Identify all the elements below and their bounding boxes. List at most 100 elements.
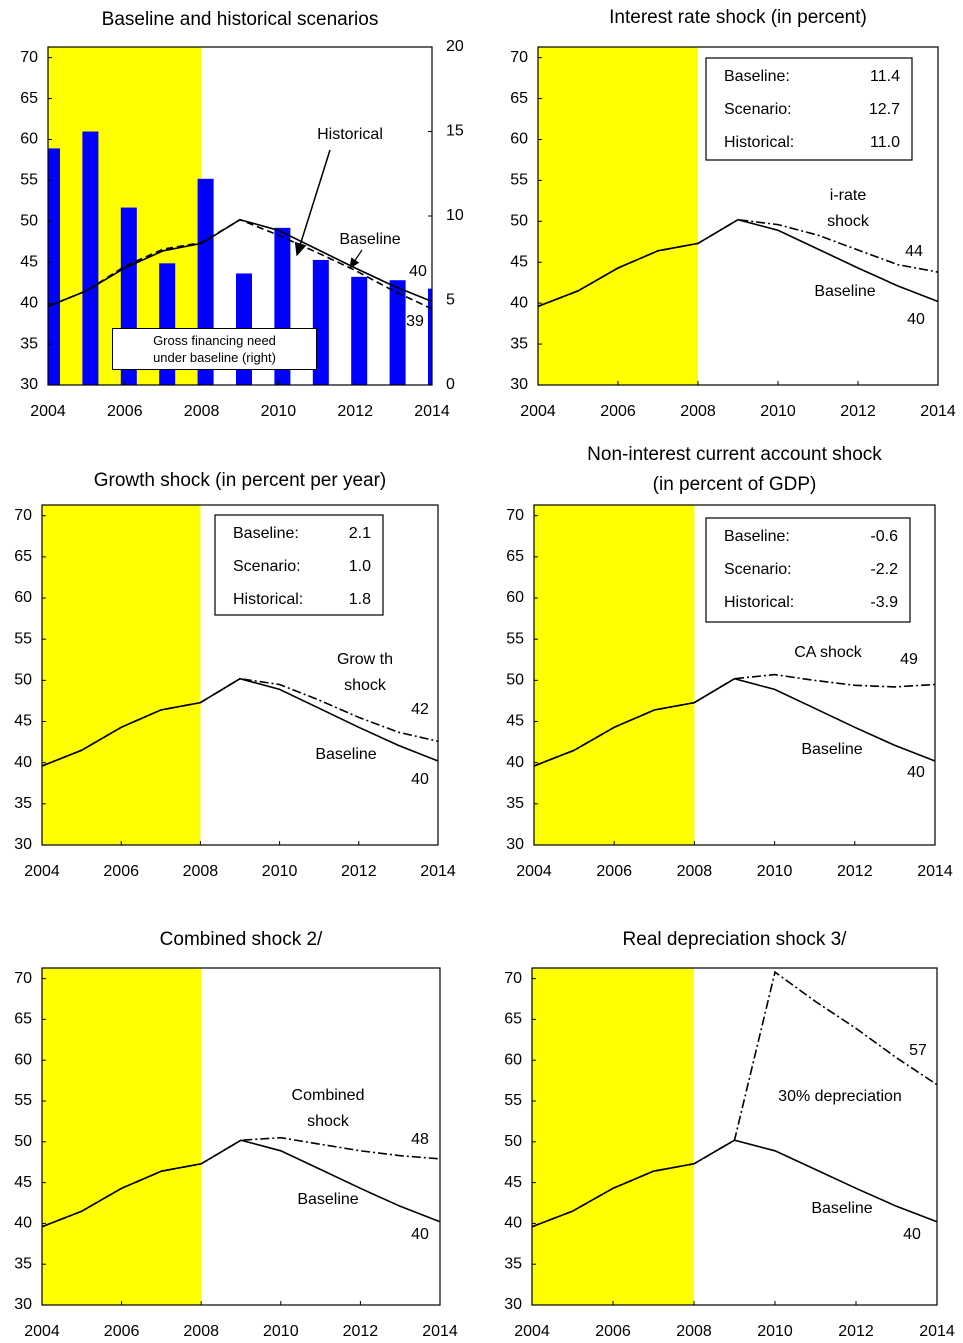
y-tick-label: 65: [504, 1011, 522, 1028]
series-label: Baseline: [801, 741, 863, 758]
stats-box: [214, 514, 384, 616]
x-tick-label: 2006: [104, 1323, 140, 1340]
y-tick-label: 65: [506, 548, 524, 565]
x-tick-label: 2006: [107, 403, 143, 420]
y2-tick-label: 10: [446, 207, 464, 224]
value-label: 39: [406, 313, 424, 330]
x-tick-label: 2008: [183, 1323, 219, 1340]
stats-box: [705, 517, 911, 623]
series-label-box: 30% depreciation: [778, 1088, 902, 1105]
stats-value: -2.2: [870, 561, 898, 578]
value-label: 42: [411, 701, 429, 718]
bar: [82, 131, 99, 385]
y-tick-label: 30: [510, 376, 528, 393]
series-label: CA shock: [794, 644, 862, 661]
series-line: [47, 218, 433, 310]
series-label: Baseline: [339, 231, 401, 248]
x-tick-label: 2010: [757, 863, 793, 880]
stats-label: Baseline:: [724, 68, 790, 85]
bar: [48, 148, 60, 385]
chart-title-box: Growth shock (in percent per year): [94, 470, 387, 491]
shaded-period: [538, 47, 698, 385]
x-tick-label: 2010: [760, 403, 796, 420]
y2-tick-label: 5: [446, 292, 455, 309]
y-tick-label: 55: [14, 630, 32, 647]
y-tick-label: 45: [20, 253, 38, 270]
plot-frame: [531, 967, 938, 1306]
y-tick-label: 60: [510, 131, 528, 148]
y-tick-label: 45: [504, 1174, 522, 1191]
stats-value: 1.8: [349, 591, 371, 608]
value-label: 40: [907, 311, 925, 328]
series-label: Historical: [317, 126, 383, 143]
x-tick-label: 2012: [337, 403, 373, 420]
x-tick-label: 2014: [414, 403, 450, 420]
series-label-box: Baseline: [814, 283, 875, 300]
value-label: 44: [905, 243, 923, 260]
value-label: 49: [900, 651, 918, 668]
y-tick-label: 35: [20, 335, 38, 352]
y-tick-label: 55: [510, 172, 528, 189]
stats-label: Historical:: [233, 591, 303, 608]
stats-value: -0.6: [870, 528, 898, 545]
series-label-box: i-rate shock: [827, 187, 869, 230]
x-tick-label: 2012: [837, 863, 873, 880]
x-tick-label: 2008: [677, 863, 713, 880]
series-line: [41, 1136, 441, 1228]
series-label-box: Baseline: [315, 746, 376, 763]
y-tick-label: 55: [14, 1092, 32, 1109]
chart-panel: 30 35 40 45 50 55 60 65 70 2004 2006 2008 2010 2012 20…: [506, 504, 953, 880]
stats-value: 11.0: [870, 134, 900, 151]
value-label: 40: [409, 263, 427, 280]
y-tick-label: 60: [20, 131, 38, 148]
x-tick-label: 2014: [917, 863, 953, 880]
series-label: Grow th shock: [336, 651, 393, 694]
series-label: Baseline: [297, 1191, 359, 1208]
stats-label: Historical:: [724, 134, 794, 151]
plot-frame: [41, 967, 441, 1306]
y-tick-label: 70: [14, 507, 32, 524]
y-tick-label: 55: [506, 630, 524, 647]
x-tick-label: 2012: [838, 1323, 874, 1340]
y-tick-label: 40: [510, 294, 528, 311]
y-tick-label: 40: [20, 294, 38, 311]
stats-label: Baseline:: [233, 525, 299, 542]
y-tick-label: 55: [20, 172, 38, 189]
series-line: [533, 673, 936, 767]
y-tick-label: 30: [14, 1296, 32, 1313]
y-tick-label: 45: [14, 713, 32, 730]
y-tick-label: 45: [510, 253, 528, 270]
stats-value: 11.4: [870, 68, 900, 85]
shaded-period: [42, 968, 202, 1305]
y-tick-label: 40: [504, 1215, 522, 1232]
series-label: 30% depreciation: [778, 1088, 902, 1105]
bar: [389, 280, 406, 385]
x-tick-label: 2004: [24, 1323, 60, 1340]
y-tick-label: 50: [506, 672, 524, 689]
y-tick-label: 35: [14, 1255, 32, 1272]
chart-title: Interest rate shock (in percent): [609, 7, 867, 28]
series-label-box: CA shock: [794, 644, 862, 661]
x-tick-label: 2008: [183, 863, 219, 880]
y-tick-label: 70: [14, 970, 32, 987]
y-tick-label: 35: [510, 335, 528, 352]
y2-tick-label: 20: [446, 38, 464, 55]
x-tick-label: 2012: [840, 403, 876, 420]
series-label-box: Combined shock: [292, 1087, 365, 1130]
y-tick-label: 35: [14, 795, 32, 812]
y-tick-label: 70: [510, 49, 528, 66]
stats-label: Scenario:: [724, 561, 792, 578]
y-tick-label: 60: [504, 1051, 522, 1068]
x-tick-label: 2004: [520, 403, 556, 420]
stats-label: Baseline:: [724, 528, 790, 545]
chart-title: Baseline and historical scenarios: [101, 9, 379, 30]
stats-label: Historical:: [724, 594, 794, 611]
chart-title-box: Combined shock 2/: [160, 929, 323, 950]
stats-box: [705, 57, 913, 161]
chart-panel: 30 35 40 45 50 55 60 65 70 2004 2006 2008 2010 2012 20…: [504, 967, 955, 1340]
value-label: 48: [411, 1131, 429, 1148]
stats-label: Scenario:: [233, 558, 301, 575]
chart-panel: 30 35 40 45 50 55 60 65 70 2004 2006 2008 2010 2012 20…: [14, 967, 458, 1340]
x-tick-label: 2014: [420, 863, 456, 880]
shaded-period: [534, 505, 695, 845]
